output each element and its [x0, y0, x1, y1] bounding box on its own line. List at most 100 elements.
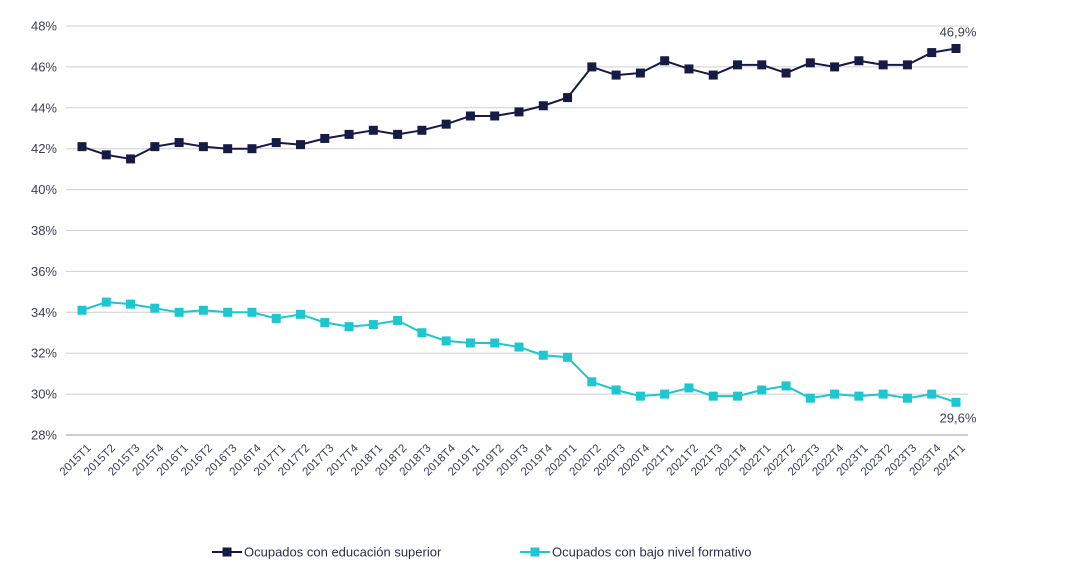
y-tick-label: 38%: [31, 223, 57, 238]
series-layer: [77, 43, 961, 407]
data-point: [174, 307, 184, 317]
data-point: [587, 377, 597, 387]
legend-swatch-marker: [530, 547, 540, 557]
data-point: [902, 393, 912, 403]
y-tick-label: 48%: [31, 19, 57, 34]
series-1: [77, 43, 961, 164]
data-point: [830, 62, 840, 72]
y-tick-label: 32%: [31, 346, 57, 361]
y-tick-label: 30%: [31, 387, 57, 402]
data-point: [320, 133, 330, 143]
data-point: [77, 142, 87, 152]
data-point: [296, 309, 305, 319]
y-tick-label: 42%: [31, 141, 57, 156]
y-tick-label: 46%: [31, 59, 57, 74]
data-point: [101, 150, 111, 160]
data-point: [854, 391, 864, 401]
y-tick-label: 34%: [31, 305, 57, 320]
data-point: [150, 303, 160, 313]
y-tick-label: 44%: [31, 100, 57, 115]
data-point: [441, 336, 451, 346]
legend-item-series-1: Ocupados con educación superior: [212, 545, 442, 560]
data-point: [805, 393, 815, 403]
series-2: [77, 297, 961, 407]
data-point: [854, 56, 864, 66]
data-label-last-top: 46,9%: [940, 24, 977, 39]
data-point: [563, 352, 573, 362]
y-tick-label: 40%: [31, 182, 57, 197]
data-point: [684, 383, 694, 393]
data-point: [635, 68, 645, 78]
data-point: [126, 299, 136, 309]
legend-item-series-2: Ocupados con bajo nivel formativo: [520, 545, 751, 560]
data-point: [393, 129, 403, 139]
data-point: [296, 140, 305, 150]
data-point: [198, 305, 208, 315]
data-point: [247, 144, 257, 154]
data-point: [927, 389, 937, 399]
legend-label: Ocupados con educación superior: [244, 545, 442, 560]
data-point: [344, 322, 354, 332]
data-point: [514, 342, 524, 352]
data-point: [805, 58, 815, 68]
data-point: [344, 129, 354, 139]
data-point: [830, 389, 840, 399]
data-point: [320, 318, 330, 328]
y-axis-ticks: 28% 30% 32% 34% 36% 38% 40% 42% 44% 46% 48%: [31, 19, 57, 443]
data-point: [393, 315, 403, 325]
data-point: [927, 48, 937, 58]
y-tick-label: 28%: [31, 428, 57, 443]
data-point: [368, 125, 378, 135]
data-point: [708, 391, 718, 401]
data-point: [368, 320, 378, 330]
legend-swatch-marker: [222, 547, 232, 557]
data-point: [465, 111, 475, 121]
data-labels: 46,9% 29,6%: [940, 24, 977, 425]
data-point: [223, 307, 233, 317]
data-point: [223, 144, 233, 154]
data-point: [490, 338, 500, 348]
x-axis-ticks: 2015T12015T22015T32015T42016T12016T22016…: [58, 442, 968, 478]
data-point: [441, 119, 451, 129]
data-point: [490, 111, 500, 121]
data-point: [781, 381, 791, 391]
data-point: [77, 305, 87, 315]
data-point: [417, 328, 427, 338]
legend: Ocupados con educación superior Ocupados…: [212, 545, 751, 560]
data-point: [951, 397, 961, 407]
y-tick-label: 36%: [31, 264, 57, 279]
gridlines: [66, 25, 968, 436]
data-point: [878, 389, 888, 399]
data-point: [757, 60, 767, 70]
data-point: [563, 93, 573, 103]
data-point: [538, 350, 548, 360]
legend-label: Ocupados con bajo nivel formativo: [552, 545, 751, 560]
data-point: [635, 391, 645, 401]
data-point: [150, 142, 160, 152]
data-point: [271, 138, 281, 148]
data-point: [660, 389, 670, 399]
data-point: [271, 313, 281, 323]
series-line: [81, 301, 957, 404]
data-point: [951, 43, 961, 53]
data-point: [198, 142, 208, 152]
data-point: [660, 56, 670, 66]
data-point: [587, 62, 597, 72]
data-point: [101, 297, 111, 307]
data-point: [684, 64, 694, 74]
data-point: [878, 60, 888, 70]
data-point: [174, 138, 184, 148]
data-point: [902, 60, 912, 70]
data-point: [781, 68, 791, 78]
data-point: [417, 125, 427, 135]
data-point: [733, 391, 742, 401]
data-label-last-bottom: 29,6%: [940, 410, 977, 425]
series-line: [81, 47, 957, 160]
data-point: [611, 70, 621, 80]
data-point: [611, 385, 621, 395]
data-point: [708, 70, 718, 80]
data-point: [126, 154, 136, 164]
data-point: [733, 60, 742, 70]
data-point: [465, 338, 475, 348]
